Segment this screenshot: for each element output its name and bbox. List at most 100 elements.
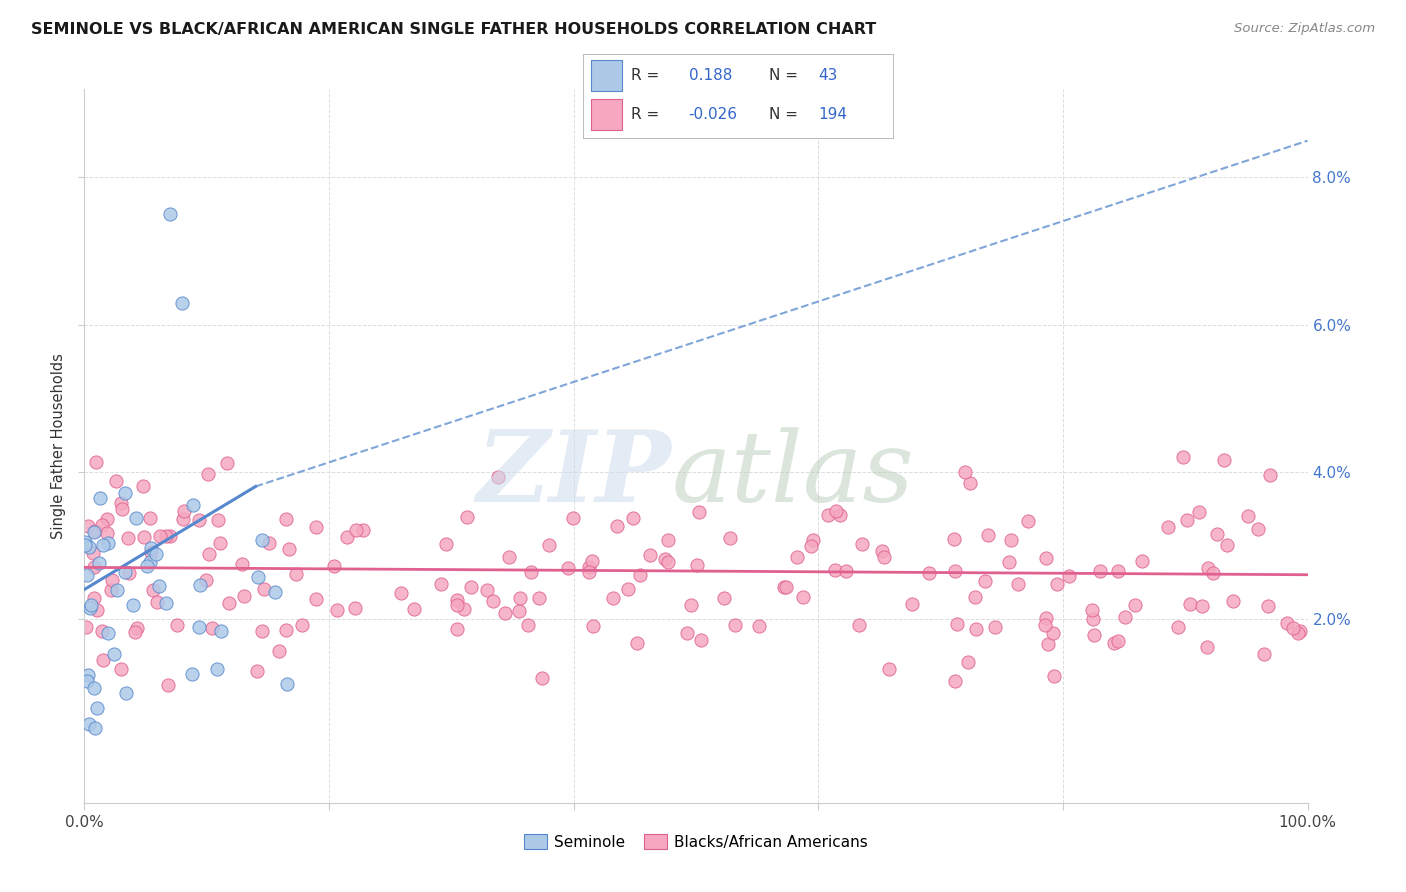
Point (1257, 599, 1279, 613)
Point (131, 479, 153, 493)
Point (984, 619, 1007, 633)
Point (1042, 626, 1064, 640)
Point (75, 620, 97, 634)
Point (83, 524, 105, 539)
Point (141, 545, 163, 559)
Point (1035, 550, 1057, 565)
Point (1213, 453, 1236, 467)
Point (628, 568, 651, 582)
Point (84, 721, 107, 735)
Point (274, 511, 297, 525)
Point (325, 603, 347, 617)
Point (247, 570, 270, 584)
Point (1288, 624, 1310, 638)
Point (494, 607, 516, 621)
Y-axis label: Single Father Households: Single Father Households (51, 353, 66, 539)
Point (91, 518, 114, 533)
Point (122, 598, 145, 612)
Point (145, 547, 167, 561)
Point (132, 530, 155, 544)
Point (1107, 564, 1129, 578)
Text: -0.026: -0.026 (689, 107, 738, 122)
Point (851, 536, 873, 550)
Point (173, 504, 195, 518)
Point (773, 580, 796, 594)
Point (1171, 450, 1194, 465)
Point (538, 538, 561, 552)
Point (208, 535, 231, 549)
Text: N =: N = (769, 68, 799, 83)
Point (901, 597, 924, 611)
Point (486, 470, 509, 484)
Point (87, 556, 110, 570)
Point (997, 555, 1019, 569)
Point (1246, 522, 1268, 536)
Point (1088, 564, 1111, 578)
Point (201, 621, 224, 635)
Point (181, 666, 204, 681)
Point (828, 508, 851, 523)
Point (115, 685, 138, 699)
Point (1286, 625, 1309, 640)
Text: 43: 43 (818, 68, 838, 83)
Point (125, 510, 148, 524)
Point (207, 513, 229, 527)
Point (305, 520, 328, 534)
Point (748, 619, 770, 633)
Point (690, 632, 713, 647)
Point (786, 550, 808, 565)
Point (82, 546, 104, 560)
Point (606, 519, 628, 533)
Point (84, 524, 107, 539)
Point (582, 618, 605, 632)
Point (460, 580, 482, 594)
Point (146, 595, 169, 609)
Text: atlas: atlas (672, 427, 914, 522)
Point (79, 601, 101, 615)
Bar (591, 99, 621, 130)
Point (97, 536, 120, 550)
Point (105, 474, 128, 488)
Point (101, 573, 124, 587)
Point (676, 626, 699, 640)
Point (1237, 508, 1260, 523)
Point (1000, 533, 1022, 548)
Point (1222, 594, 1244, 608)
Point (76, 674, 98, 689)
Point (1080, 603, 1102, 617)
Point (718, 531, 741, 545)
Point (638, 549, 661, 563)
Point (817, 508, 839, 522)
Point (148, 579, 170, 593)
Point (264, 584, 287, 599)
Point (1046, 576, 1069, 591)
Point (943, 673, 966, 688)
Point (344, 601, 367, 615)
Point (155, 596, 177, 610)
Point (877, 662, 900, 676)
Point (1057, 568, 1080, 582)
Point (253, 582, 276, 596)
Point (482, 594, 505, 608)
Point (110, 662, 132, 676)
Point (172, 295, 194, 310)
Point (800, 539, 823, 553)
Point (195, 573, 218, 587)
Point (973, 574, 995, 589)
Point (977, 528, 1000, 542)
Point (103, 647, 125, 661)
Point (1258, 467, 1281, 482)
Point (198, 547, 221, 561)
Point (446, 593, 468, 607)
Point (965, 590, 987, 604)
Point (205, 662, 228, 676)
Text: 0.188: 0.188 (689, 68, 733, 83)
Point (188, 513, 211, 527)
Point (1175, 513, 1198, 527)
Point (233, 589, 256, 603)
Point (181, 498, 204, 512)
Point (159, 207, 181, 221)
Point (389, 586, 412, 600)
Point (77, 518, 100, 533)
Point (1081, 612, 1104, 626)
